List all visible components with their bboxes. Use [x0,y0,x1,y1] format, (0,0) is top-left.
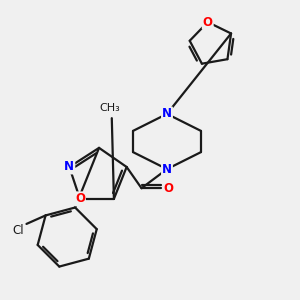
Text: N: N [162,107,172,120]
Text: O: O [203,16,213,28]
Text: Cl: Cl [12,224,24,237]
Text: CH₃: CH₃ [99,103,120,113]
Text: O: O [75,192,85,205]
Text: N: N [162,163,172,176]
Text: N: N [64,160,74,173]
Text: O: O [163,182,173,195]
